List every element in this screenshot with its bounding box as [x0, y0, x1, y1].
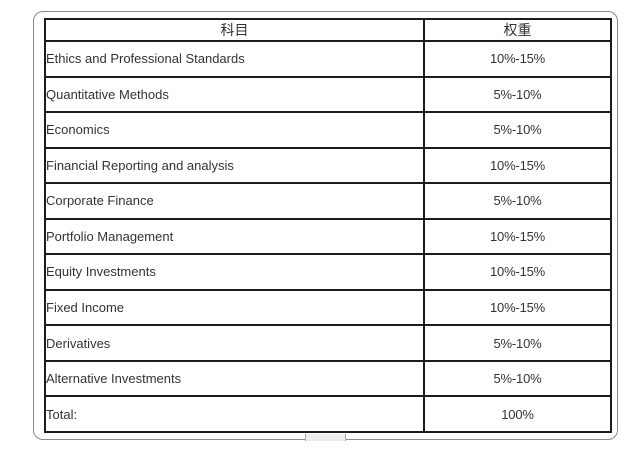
subject-cell: Alternative Investments [44, 359, 425, 398]
subject-cell: Derivatives [44, 324, 425, 362]
weight-cell: 10%-15% [423, 253, 612, 291]
table-row: Ethics and Professional Standards 10%-15… [44, 40, 612, 78]
table-row: Economics 5%-10% [44, 111, 612, 149]
table-row: Fixed Income 10%-15% [44, 288, 612, 327]
column-header-weight: 权重 [423, 18, 612, 42]
table-row: Derivatives 5%-10% [44, 324, 612, 362]
subject-cell: Portfolio Management [44, 217, 425, 256]
subject-cell: Corporate Finance [44, 182, 425, 220]
weight-cell: 5%-10% [423, 324, 612, 362]
subject-weight-table: 科目 权重 Ethics and Professional Standards … [44, 18, 612, 433]
weight-cell: 5%-10% [423, 182, 612, 220]
subject-cell: Economics [44, 111, 425, 149]
weight-cell: 5%-10% [423, 359, 612, 398]
weight-cell: 10%-15% [423, 146, 612, 185]
total-row: Total: 100% [44, 395, 612, 433]
weight-cell: 10%-15% [423, 217, 612, 256]
table-row: Corporate Finance 5%-10% [44, 182, 612, 220]
total-value-cell: 100% [423, 395, 612, 433]
subject-cell: Financial Reporting and analysis [44, 146, 425, 185]
table-row: Quantitative Methods 5%-10% [44, 75, 612, 114]
table-row: Portfolio Management 10%-15% [44, 217, 612, 256]
total-label-cell: Total: [44, 395, 425, 433]
table-resize-handle[interactable] [305, 434, 346, 441]
subject-cell: Ethics and Professional Standards [44, 40, 425, 78]
table-row: Alternative Investments 5%-10% [44, 359, 612, 398]
weight-cell: 10%-15% [423, 288, 612, 327]
table-row: Equity Investments 10%-15% [44, 253, 612, 291]
column-header-subject: 科目 [44, 18, 425, 42]
table-row: Financial Reporting and analysis 10%-15% [44, 146, 612, 185]
weight-cell: 5%-10% [423, 75, 612, 114]
header-row: 科目 权重 [44, 18, 612, 42]
subject-cell: Equity Investments [44, 253, 425, 291]
subject-cell: Fixed Income [44, 288, 425, 327]
weight-cell: 5%-10% [423, 111, 612, 149]
weight-cell: 10%-15% [423, 40, 612, 78]
subject-cell: Quantitative Methods [44, 75, 425, 114]
